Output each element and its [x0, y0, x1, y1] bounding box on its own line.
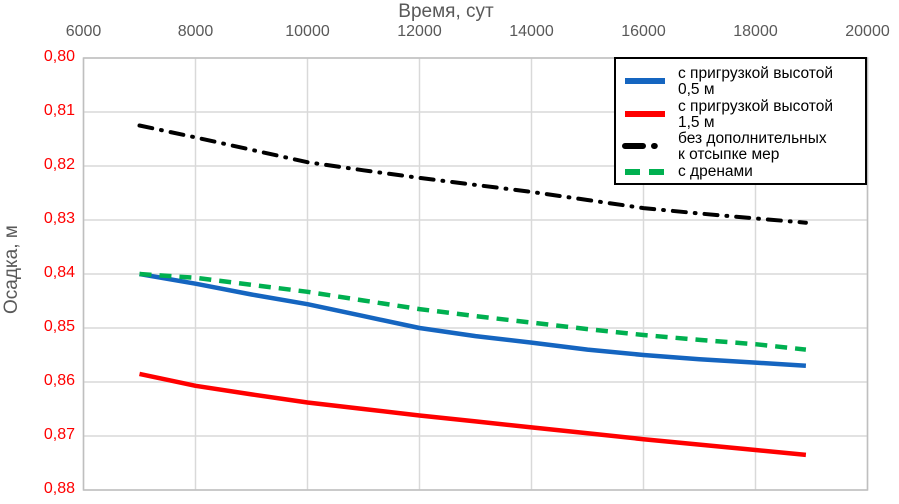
- y-tick-label: 0,80: [43, 48, 75, 65]
- series-line-1: [139, 371, 807, 458]
- legend-item-3: с дренами: [622, 164, 857, 182]
- y-tick-label: 0,83: [43, 210, 75, 227]
- x-tick-label: 12000: [397, 23, 442, 40]
- y-tick-label: 0,87: [43, 426, 75, 443]
- x-axis-title: Время, сут: [398, 1, 494, 22]
- y-tick-label: 0,81: [43, 102, 75, 119]
- legend-item-2: без дополнительных к отсыпке мер: [622, 131, 857, 164]
- y-tick-label: 0,85: [43, 318, 75, 335]
- legend-label: с пригрузкой высотой 1,5 м: [678, 97, 834, 131]
- series-line-3: [139, 271, 807, 352]
- series-line-2: [137, 123, 808, 225]
- legend-label: с дренами: [678, 163, 753, 181]
- legend-item-1: с пригрузкой высотой 1,5 м: [622, 97, 857, 132]
- y-tick-label: 0,82: [43, 156, 75, 173]
- x-tick-label: 20000: [845, 23, 890, 40]
- legend-label: с пригрузкой высотой 0,5 м: [678, 65, 834, 99]
- legend-swatch-dashed-icon: [622, 164, 668, 182]
- y-tick-label: 0,86: [43, 372, 75, 389]
- legend-swatch-solid-icon: [622, 106, 668, 124]
- legend-swatch-dashdot-icon: [622, 138, 668, 156]
- series-line-0: [139, 271, 807, 369]
- legend-swatch-solid-icon: [622, 73, 668, 91]
- x-tick-label: 18000: [733, 23, 778, 40]
- y-tick-label: 0,88: [43, 480, 75, 497]
- y-tick-label: 0,84: [43, 264, 75, 281]
- x-tick-label: 6000: [65, 23, 102, 40]
- legend-label: без дополнительных к отсыпке мер: [678, 130, 827, 164]
- x-tick-label: 14000: [509, 23, 554, 40]
- x-tick-label: 8000: [177, 23, 214, 40]
- plot-border: [82, 57, 869, 491]
- legend-item-0: с пригрузкой высотой 0,5 м: [622, 65, 857, 99]
- x-tick-label: 10000: [285, 23, 330, 40]
- x-tick-label: 16000: [621, 23, 666, 40]
